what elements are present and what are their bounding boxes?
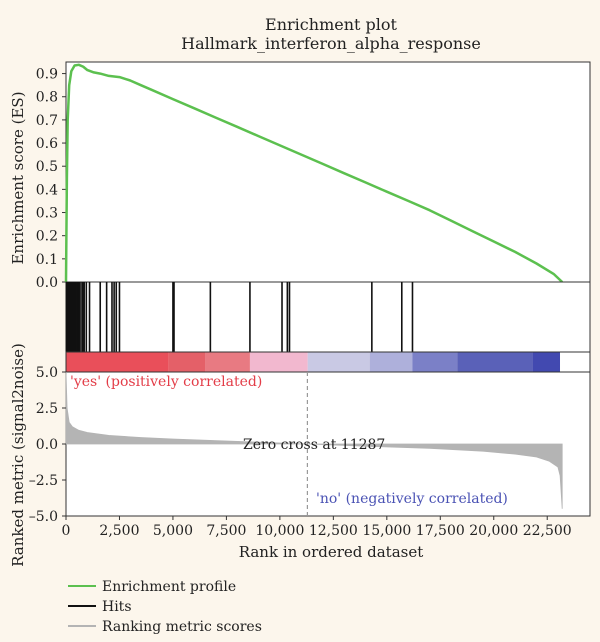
x-tick-label: 22,500 [523, 523, 572, 539]
legend-label: Enrichment profile [102, 579, 236, 595]
color-bar-segment [369, 352, 413, 372]
x-tick-label: 0 [62, 523, 71, 539]
color-bar-segment [457, 352, 533, 372]
bottom-y-tick-label: 2.5 [36, 401, 58, 417]
x-axis-label: Rank in ordered dataset [239, 543, 424, 561]
top-y-tick-label: 0.8 [36, 90, 58, 106]
top-y-tick-label: 0.6 [36, 136, 58, 152]
enrichment-profile-line [64, 63, 564, 283]
bottom-y-tick-label: 5.0 [36, 365, 58, 381]
color-bar-segment [412, 352, 458, 372]
color-bar-segment [307, 352, 370, 372]
zero-cross-annotation: Zero cross at 11287 [243, 437, 385, 453]
top-y-tick-label: 0.1 [36, 252, 58, 268]
color-bar-segment [66, 352, 169, 372]
chart-title: Enrichment plot [265, 15, 397, 34]
color-bar-segment [560, 352, 590, 372]
bottom-y-tick-label: –5.0 [29, 509, 58, 525]
color-bar-segment [168, 352, 206, 372]
enrichment-score-panel: 0.0 0.1 0.2 0.3 0.4 0.5 0.6 0.7 0.8 0.9 [36, 61, 591, 291]
top-y-axis-label: Enrichment score (ES) [9, 91, 27, 264]
ranked-metric-panel: 5.0 2.5 0.0 –2.5 –5.0 'yes' (positively corre… [29, 365, 591, 525]
bottom-y-tick-label: 0.0 [36, 437, 58, 453]
top-y-tick-label: 0.2 [36, 229, 58, 245]
top-y-tick-label: 0.5 [36, 159, 58, 175]
negative-annotation: 'no' (negatively correlated) [316, 491, 508, 507]
legend-label: Hits [102, 599, 132, 615]
x-tick-label: 15,000 [362, 523, 411, 539]
bottom-y-axis-label: Ranked metric (signal2noise) [9, 343, 27, 567]
top-y-tick-label: 0.4 [36, 182, 58, 198]
hits-panel-frame [65, 281, 591, 353]
color-bar [65, 351, 591, 373]
bottom-y-tick-label: –2.5 [29, 473, 58, 489]
top-y-tick-label: 0.3 [36, 206, 58, 222]
legend: Enrichment profile Hits Ranking metric sco… [68, 579, 262, 635]
top-y-tick-label: 0.0 [36, 275, 58, 291]
top-y-tick-label: 0.9 [36, 67, 58, 83]
top-y-tick-label: 0.7 [36, 113, 58, 129]
color-bar-segment [249, 352, 308, 372]
legend-label: Ranking metric scores [102, 619, 262, 635]
x-tick-label: 12,500 [309, 523, 358, 539]
x-tick-label: 20,000 [469, 523, 518, 539]
color-bar-segment [205, 352, 250, 372]
x-tick-label: 5,000 [153, 523, 193, 539]
x-tick-label: 7,500 [206, 523, 246, 539]
x-tick-label: 10,000 [255, 523, 304, 539]
color-bar-segment [532, 352, 561, 372]
positive-annotation: 'yes' (positively correlated) [70, 374, 262, 390]
chart-subtitle: Hallmark_interferon_alpha_response [181, 34, 481, 53]
x-axis-ticks: 0 2,500 5,000 7,500 10,000 12,500 15,000 17,500… [62, 516, 572, 539]
x-tick-label: 2,500 [99, 523, 139, 539]
hits-panel [65, 281, 591, 353]
x-tick-label: 17,500 [416, 523, 465, 539]
